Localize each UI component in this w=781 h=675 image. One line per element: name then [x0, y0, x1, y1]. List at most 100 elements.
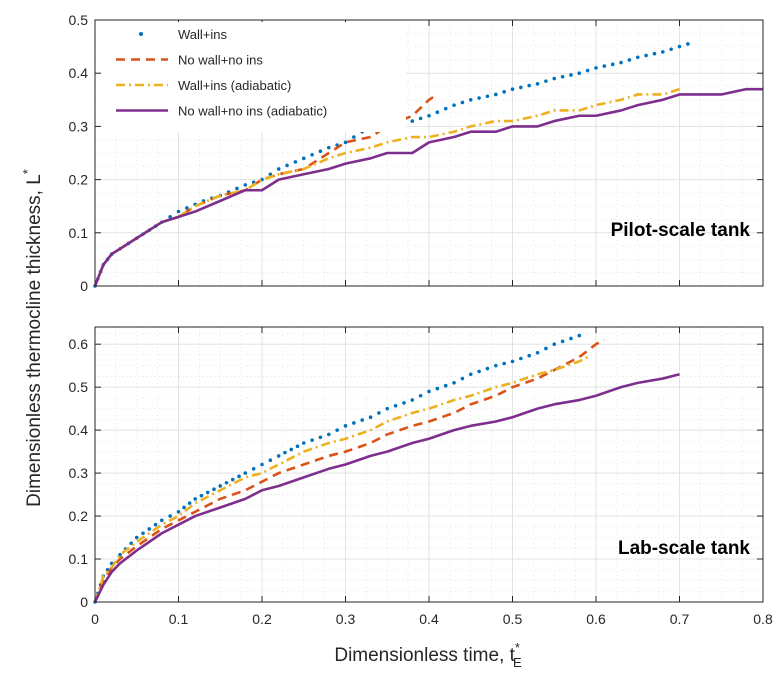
series-marker-dot [134, 535, 139, 540]
series-marker-dot [452, 103, 456, 107]
series-marker-dot [377, 411, 381, 415]
series-marker-dot [644, 53, 648, 58]
series-marker-dot [686, 42, 690, 46]
series-marker-dot [635, 55, 640, 60]
y-axis-title: Dimensionless thermocline thickness, L* [20, 169, 45, 507]
ticks: 0 0.1 0.2 0.3 0.4 0.5 0.6 0.7 0.8 0 0.1 0.2 0.3 0.4 0.… [69, 327, 773, 627]
series-marker-dot [176, 509, 181, 514]
series-marker-dot [293, 160, 298, 164]
series-marker-dot [677, 44, 682, 49]
series-marker-dot [560, 74, 565, 79]
series-marker-dot [468, 372, 473, 377]
series-marker-dot [585, 68, 590, 73]
series-marker-dot [352, 421, 356, 425]
series-marker-dot [652, 51, 657, 56]
series-marker-dot [560, 339, 565, 344]
series-marker-dot [661, 50, 665, 54]
series-marker-dot [494, 92, 498, 97]
series-marker-dot [118, 552, 122, 557]
y-tick-label: 0.5 [69, 12, 89, 28]
pilot-scale-panel: 0 0.1 0.2 0.3 0.4 0.5 Pilot-scale tank Wall+i… [69, 12, 764, 294]
series-marker-dot [199, 493, 204, 498]
series-marker-dot [494, 363, 498, 368]
legend-entry-label: Wall+ins [178, 27, 228, 42]
y-tick-label: 0.2 [69, 508, 89, 524]
series-marker-dot [141, 531, 145, 536]
legend-entry-label: No wall+no ins (adiabatic) [178, 104, 327, 119]
series-marker-dot [301, 441, 306, 445]
series-marker-dot [310, 438, 314, 442]
series-line-no-wall-no-ins-adiabatic [93, 87, 763, 287]
series-marker-dot [160, 518, 164, 523]
x-tick-label: 0.8 [753, 611, 773, 627]
series-marker-dot [510, 359, 515, 364]
series-marker-dot [502, 90, 506, 94]
series-marker-dot [510, 87, 515, 91]
series-marker-dot [343, 140, 348, 145]
series-marker-dot [527, 353, 531, 358]
series-marker-dot [435, 110, 440, 115]
series-marker-dot [610, 62, 615, 67]
series-marker-dot [460, 376, 465, 381]
series-marker-dot [168, 514, 172, 518]
series-marker-dot [552, 76, 557, 81]
panel-label: Pilot-scale tank [611, 220, 751, 241]
series-line-no-wall-no-ins-adiabatic [93, 373, 680, 603]
lab-scale-panel: 0 0.1 0.2 0.3 0.4 0.5 0.6 0.7 0.8 0 0.1 0.2 0.3 0.4 0.… [69, 326, 773, 627]
series-marker-dot [477, 96, 481, 100]
series-marker-dot [627, 58, 632, 62]
series-marker-dot [544, 346, 548, 351]
series-marker-dot [327, 432, 331, 437]
series-marker-dot [368, 415, 373, 420]
legend-swatch-dot [139, 32, 143, 36]
series-marker-dot [276, 167, 281, 171]
series-marker-dot [243, 183, 248, 187]
series-marker-dot [147, 527, 152, 531]
series-marker-dot [410, 398, 415, 402]
y-tick-label: 0.6 [69, 336, 89, 352]
series-marker-dot [318, 435, 323, 440]
series-marker-dot [535, 350, 540, 355]
x-axis-title: Dimensionless time, t* E [334, 640, 522, 670]
series-marker-dot [427, 389, 431, 394]
series-line-no-wall-no-ins [93, 338, 605, 603]
x-tick-label: 0.1 [169, 611, 189, 627]
series-marker-dot [577, 71, 582, 75]
x-tick-label: 0.4 [419, 611, 439, 627]
y-tick-label: 0.1 [69, 225, 89, 241]
series-marker-dot [360, 418, 365, 422]
series-marker-dot [187, 501, 192, 505]
series-marker-dot [435, 386, 440, 391]
series-marker-dot [485, 366, 490, 371]
series-marker-dot [235, 186, 239, 191]
series-marker-dot [569, 336, 573, 341]
series-marker-dot [552, 342, 557, 346]
y-tick-label: 0.3 [69, 465, 89, 481]
series-marker-dot [310, 152, 314, 157]
series-marker-dot [327, 145, 331, 150]
series-marker-dot [212, 487, 216, 492]
series-line-wall-ins-adiabatic [93, 355, 589, 603]
y-axis-title-super: * [20, 169, 35, 174]
series-marker-dot [468, 98, 473, 102]
series-marker-dot [276, 454, 281, 458]
series-group [93, 333, 680, 604]
series-marker-dot [268, 172, 273, 177]
x-tick-label: 0 [91, 611, 99, 627]
series-marker-dot [224, 480, 229, 485]
series-marker-dot [485, 94, 490, 99]
series-marker-dot [502, 361, 506, 366]
x-axis-title-text: Dimensionless time, t [334, 645, 515, 666]
legend-entry-label: No wall+no ins [178, 53, 263, 68]
series-marker-dot [594, 66, 598, 70]
y-tick-label: 0.4 [69, 422, 89, 438]
series-marker-dot [602, 64, 607, 68]
series-marker-dot [402, 401, 406, 405]
series-marker-dot [260, 462, 264, 467]
series-marker-dot [460, 100, 465, 105]
series-marker-dot [569, 73, 573, 77]
series-marker-dot [418, 393, 423, 398]
series-marker-dot [243, 471, 248, 475]
series-marker-dot [519, 85, 523, 90]
